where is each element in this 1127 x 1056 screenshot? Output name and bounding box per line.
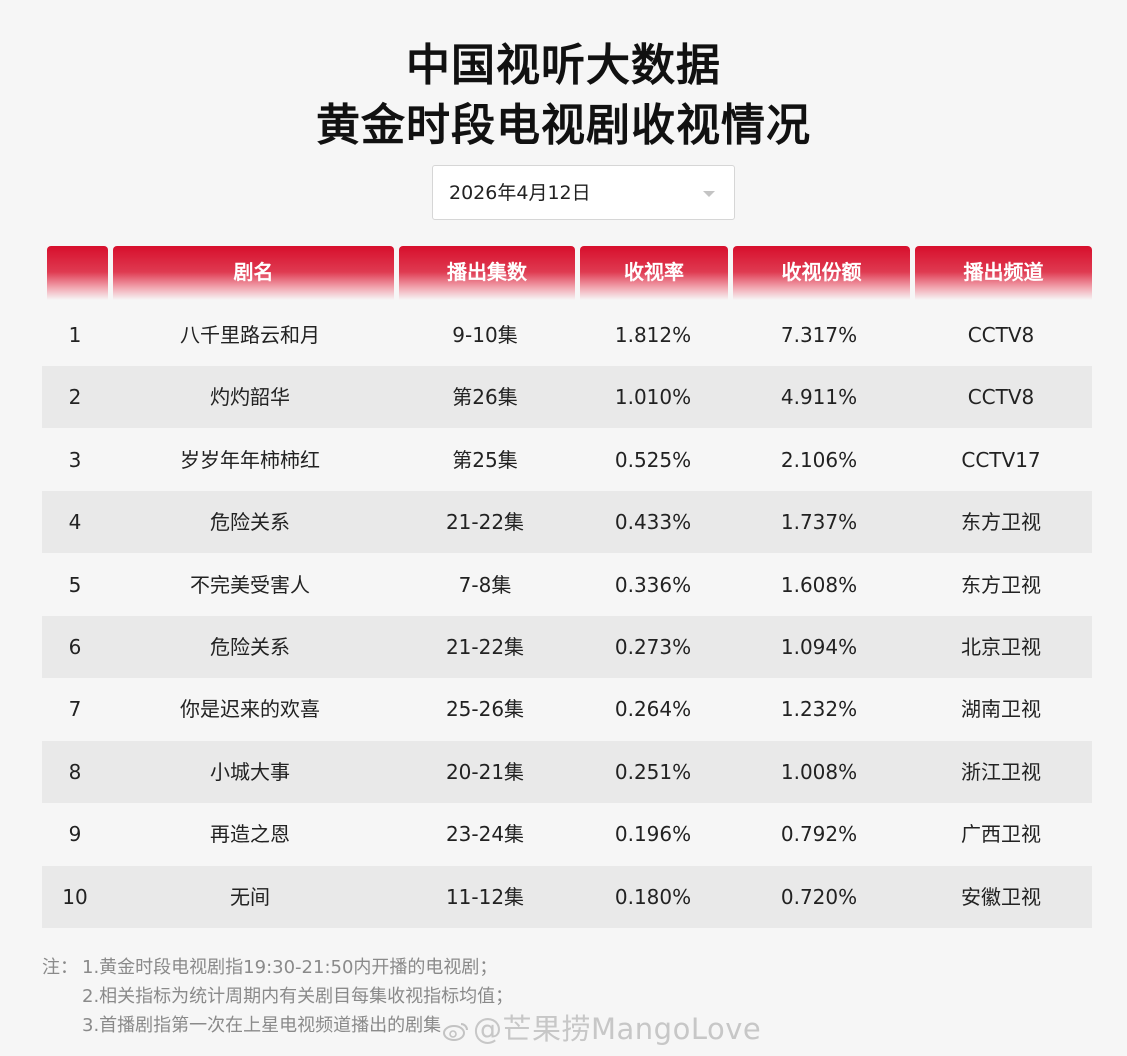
share-cell: 0.720% [780, 884, 858, 909]
channel-cell: CCTV17 [961, 447, 1041, 472]
episodes-cell: 20-21集 [445, 759, 525, 784]
weibo-icon [443, 1023, 468, 1041]
footnote-line: 1.黄金时段电视剧指19:30-21:50内开播的电视剧； [82, 957, 498, 978]
date-select-value: 2026年4月12日 [449, 182, 591, 204]
footnote-label: 注： [42, 957, 78, 978]
table-row: 1 八千里路云和月 9-10集 1.812% 7.317% CCTV8 [42, 304, 1092, 366]
table-row: 8 小城大事 20-21集 0.251% 1.008% 浙江卫视 [42, 740, 1092, 803]
rating-cell: 0.251% [614, 759, 692, 784]
page-title: 中国视听大数据 [406, 40, 721, 91]
share-cell: 4.911% [780, 385, 858, 410]
channel-cell: 北京卫视 [961, 635, 1041, 659]
column-header-episodes: 播出集数 [399, 246, 575, 300]
table-row: 5 不完美受害人 7-8集 0.336% 1.608% 东方卫视 [42, 553, 1092, 616]
episodes-cell: 25-26集 [445, 697, 525, 722]
page-subtitle: 黄金时段电视剧收视情况 [316, 100, 811, 151]
rank-cell: 10 [62, 884, 88, 909]
rank-cell: 3 [68, 447, 82, 472]
share-cell: 1.094% [780, 635, 858, 659]
watermark: @芒果捞MangoLove [443, 1006, 761, 1048]
channel-cell: 东方卫视 [961, 510, 1041, 535]
title-cell: 无间 [230, 884, 270, 909]
share-cell: 1.608% [780, 572, 858, 597]
rank-cell: 5 [68, 572, 82, 597]
table-row: 3 岁岁年年柿柿红 第25集 0.525% 2.106% CCTV17 [42, 428, 1092, 491]
column-header-rank [47, 246, 108, 300]
table-row: 2 灼灼韶华 第26集 1.010% 4.911% CCTV8 [42, 366, 1092, 429]
chevron-down-icon[interactable] [703, 191, 715, 197]
channel-cell: 浙江卫视 [961, 759, 1041, 784]
share-cell: 7.317% [780, 323, 858, 347]
episodes-cell: 9-10集 [452, 323, 518, 347]
title-cell: 危险关系 [210, 510, 290, 535]
footnote-line: 2.相关指标为统计周期内有关剧目每集收视指标均值； [82, 986, 514, 1007]
rating-cell: 0.196% [614, 822, 692, 847]
channel-cell: CCTV8 [967, 323, 1035, 347]
episodes-cell: 7-8集 [458, 572, 512, 597]
share-cell: 1.737% [780, 510, 858, 535]
column-header-rating: 收视率 [580, 246, 728, 300]
share-cell: 0.792% [780, 822, 858, 847]
rating-cell: 0.433% [614, 510, 692, 535]
rank-cell: 1 [68, 323, 82, 347]
episodes-cell: 21-22集 [445, 510, 525, 535]
rating-cell: 0.273% [614, 635, 692, 659]
table-row: 4 危险关系 21-22集 0.433% 1.737% 东方卫视 [42, 491, 1092, 554]
rank-cell: 9 [68, 822, 82, 847]
table-row: 10 无间 11-12集 0.180% 0.720% 安徽卫视 [42, 865, 1092, 928]
title-cell: 岁岁年年柿柿红 [180, 447, 320, 472]
date-select[interactable]: 2026年4月12日 [432, 165, 735, 220]
share-cell: 1.232% [780, 697, 858, 722]
title-cell: 你是迟来的欢喜 [180, 697, 320, 722]
share-cell: 1.008% [780, 759, 858, 784]
episodes-cell: 第26集 [452, 385, 518, 410]
rank-cell: 7 [68, 697, 82, 722]
channel-cell: 东方卫视 [961, 572, 1041, 597]
table-row: 7 你是迟来的欢喜 25-26集 0.264% 1.232% 湖南卫视 [42, 678, 1092, 741]
channel-cell: CCTV8 [967, 385, 1035, 410]
episodes-cell: 21-22集 [445, 635, 525, 659]
rank-cell: 6 [68, 635, 82, 659]
rating-cell: 0.336% [614, 572, 692, 597]
rating-cell: 0.264% [614, 697, 692, 722]
episodes-cell: 第25集 [452, 447, 518, 472]
rating-cell: 1.010% [614, 385, 692, 410]
title-cell: 不完美受害人 [190, 572, 310, 597]
title-cell: 再造之恩 [210, 822, 290, 847]
title-cell: 危险关系 [210, 635, 290, 659]
channel-cell: 广西卫视 [961, 822, 1041, 847]
column-header-share: 收视份额 [733, 246, 910, 300]
episodes-cell: 11-12集 [445, 884, 525, 909]
rank-cell: 8 [68, 759, 82, 784]
title-cell: 八千里路云和月 [180, 323, 320, 347]
rank-cell: 2 [68, 385, 82, 410]
footnote-line: 3.首播剧指第一次在上星电视频道播出的剧集 [82, 1015, 442, 1036]
episodes-cell: 23-24集 [445, 822, 525, 847]
rating-cell: 0.180% [614, 884, 692, 909]
rating-cell: 0.525% [614, 447, 692, 472]
table-row: 6 危险关系 21-22集 0.273% 1.094% 北京卫视 [42, 616, 1092, 678]
channel-cell: 安徽卫视 [961, 884, 1041, 909]
rating-cell: 1.812% [614, 323, 692, 347]
column-header-title: 剧名 [113, 246, 394, 300]
title-cell: 灼灼韶华 [210, 385, 290, 410]
rank-cell: 4 [68, 510, 82, 535]
watermark-text: @芒果捞MangoLove [473, 1012, 762, 1046]
column-header-channel: 播出频道 [915, 246, 1092, 300]
share-cell: 2.106% [780, 447, 858, 472]
table-row: 9 再造之恩 23-24集 0.196% 0.792% 广西卫视 [42, 803, 1092, 866]
channel-cell: 湖南卫视 [961, 697, 1041, 722]
title-cell: 小城大事 [210, 759, 290, 784]
